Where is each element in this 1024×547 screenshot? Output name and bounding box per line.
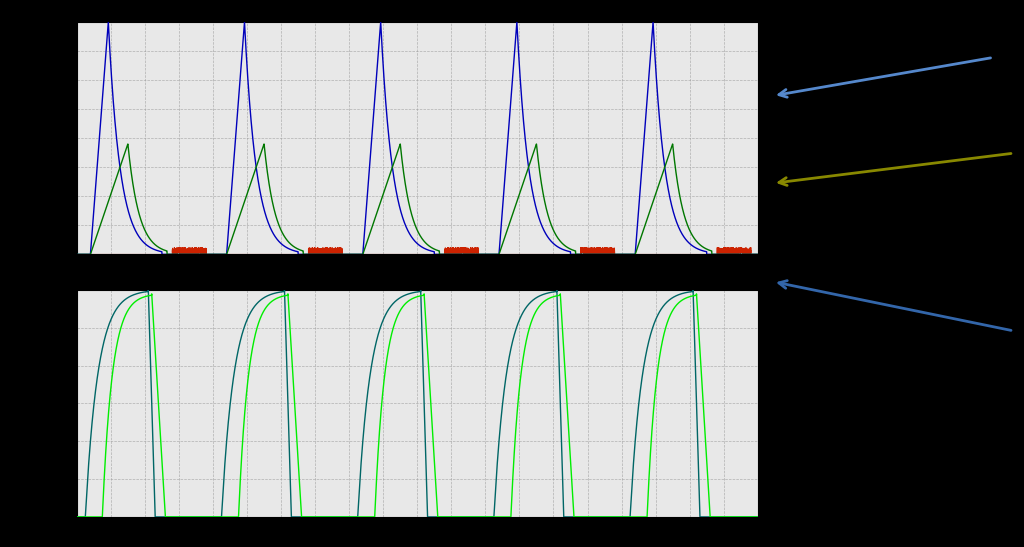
Title: Curvas de Fluxo e Volume: Curvas de Fluxo e Volume — [341, 7, 494, 19]
Y-axis label: Volume [L]: Volume [L] — [791, 112, 801, 165]
Y-axis label: Fluxo [L/min]: Fluxo [L/min] — [44, 106, 54, 170]
Y-axis label: Pressão [cmH2O]: Pressão [cmH2O] — [44, 361, 54, 446]
Title: Curva de Pressão: Curva de Pressão — [366, 275, 469, 287]
